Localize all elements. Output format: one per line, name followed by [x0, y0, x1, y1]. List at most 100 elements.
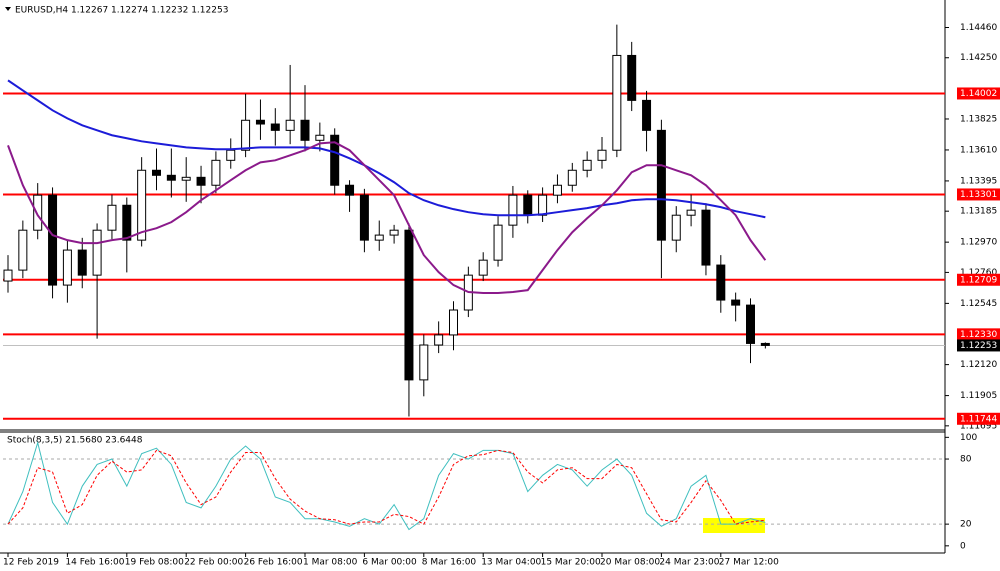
y-tick-label: 1.13825 — [960, 114, 997, 124]
candle-body — [241, 119, 251, 151]
candle-body — [152, 169, 161, 176]
candle-body — [434, 334, 444, 346]
candle-body — [478, 259, 488, 276]
current-price-box — [957, 339, 1000, 352]
candle-body — [597, 149, 607, 161]
candle-body — [731, 299, 741, 306]
candle-body — [107, 204, 117, 231]
x-tick-label: 27 Mar 12:00 — [719, 558, 779, 568]
x-tick-label: 12 Feb 2019 — [3, 558, 59, 568]
level-label: 1.12709 — [960, 275, 997, 285]
candle-body — [226, 149, 236, 161]
candle-body — [359, 194, 369, 241]
indicator-title: Stoch(8,3,5) 21.5680 23.6448 — [7, 436, 143, 446]
moving-average — [7, 141, 767, 295]
candle-body — [419, 344, 429, 381]
candle-body — [671, 214, 681, 241]
x-tick-label: 1 Mar 08:00 — [303, 558, 358, 568]
x-tick-label: 24 Mar 23:00 — [659, 558, 719, 568]
level-label: 1.14002 — [960, 89, 997, 99]
candle-body — [285, 119, 295, 131]
candle-body — [345, 184, 355, 196]
candle-body — [642, 99, 652, 131]
candle-body — [330, 134, 340, 186]
moving-average — [7, 79, 766, 219]
indicator-line — [7, 449, 766, 525]
candle-body — [552, 184, 562, 196]
y-tick-label: 1.11905 — [960, 391, 997, 401]
highlight — [703, 518, 765, 533]
candle-body — [166, 174, 176, 181]
y-tick-label: 1.11695 — [960, 421, 997, 431]
candle-body — [389, 229, 399, 236]
x-tick-label: 22 Feb 00:00 — [184, 558, 243, 568]
candle-body — [300, 119, 310, 141]
indicator-line — [7, 440, 766, 531]
candle-body — [701, 209, 711, 266]
level-label-box — [957, 328, 1000, 341]
y-tick-label: 1.12120 — [960, 360, 997, 370]
candle-body — [538, 194, 548, 216]
y-tick-label: 100 — [960, 433, 977, 443]
x-tick-label: 14 Feb 16:00 — [65, 558, 124, 568]
candle-body — [18, 229, 28, 271]
level-label: 1.12330 — [960, 330, 997, 340]
x-tick-label: 8 Mar 16:00 — [422, 558, 477, 568]
candle-body — [77, 249, 87, 276]
x-tick-label: 26 Feb 16:00 — [244, 558, 303, 568]
candle-body — [137, 169, 147, 241]
candle-body — [62, 249, 72, 286]
candle-body — [760, 342, 770, 346]
x-tick-label: 6 Mar 00:00 — [362, 558, 417, 568]
candle-body — [211, 159, 221, 186]
candle-body — [196, 176, 206, 186]
level-label: 1.11744 — [960, 414, 997, 424]
candle-body — [523, 194, 533, 216]
candle-body — [92, 229, 102, 276]
menu-arrow — [5, 7, 11, 11]
candle-body — [449, 309, 458, 336]
y-tick-label: 1.14250 — [960, 53, 997, 63]
level-label-box — [957, 188, 1000, 201]
candle-body — [404, 229, 414, 381]
current-price-label: 1.12253 — [960, 341, 997, 351]
x-tick-label: 20 Mar 08:00 — [600, 558, 660, 568]
y-tick-label: 1.13610 — [960, 145, 997, 155]
candle-body — [686, 209, 696, 216]
x-tick-label: 13 Mar 04:00 — [481, 558, 541, 568]
candle-body — [3, 269, 13, 282]
level-label-box — [957, 87, 1000, 100]
candle-body — [493, 224, 503, 261]
y-tick-label: 1.13185 — [960, 207, 997, 217]
candle-body — [627, 54, 637, 101]
candle-body — [122, 204, 132, 241]
y-tick-label: 20 — [960, 520, 972, 530]
candle-body — [716, 264, 726, 301]
candle-body — [48, 194, 58, 286]
level-label-box — [957, 273, 1000, 286]
y-tick-label: 80 — [960, 455, 972, 465]
candle-body — [508, 194, 518, 226]
candle-body — [181, 176, 191, 181]
candle-body — [255, 119, 265, 125]
candle-body — [33, 194, 43, 231]
x-tick-label: 19 Feb 08:00 — [125, 558, 184, 568]
chart-title: EURUSD,H4 1.12267 1.12274 1.12232 1.1225… — [15, 6, 228, 16]
y-tick-label: 1.14460 — [960, 23, 997, 33]
candle-body — [374, 234, 384, 241]
y-tick-label: 1.13395 — [960, 176, 997, 186]
candle-body — [746, 304, 755, 344]
x-tick-label: 15 Mar 20:00 — [541, 558, 601, 568]
candle-body — [567, 169, 577, 186]
candle-body — [612, 54, 622, 151]
level-label: 1.13301 — [960, 190, 997, 200]
y-tick-label: 1.12545 — [960, 299, 997, 309]
y-tick-label: 0 — [960, 541, 966, 551]
candle-body — [270, 123, 280, 131]
candle-body — [315, 134, 325, 141]
candle-body — [582, 159, 592, 171]
level-label-box — [957, 412, 1000, 425]
